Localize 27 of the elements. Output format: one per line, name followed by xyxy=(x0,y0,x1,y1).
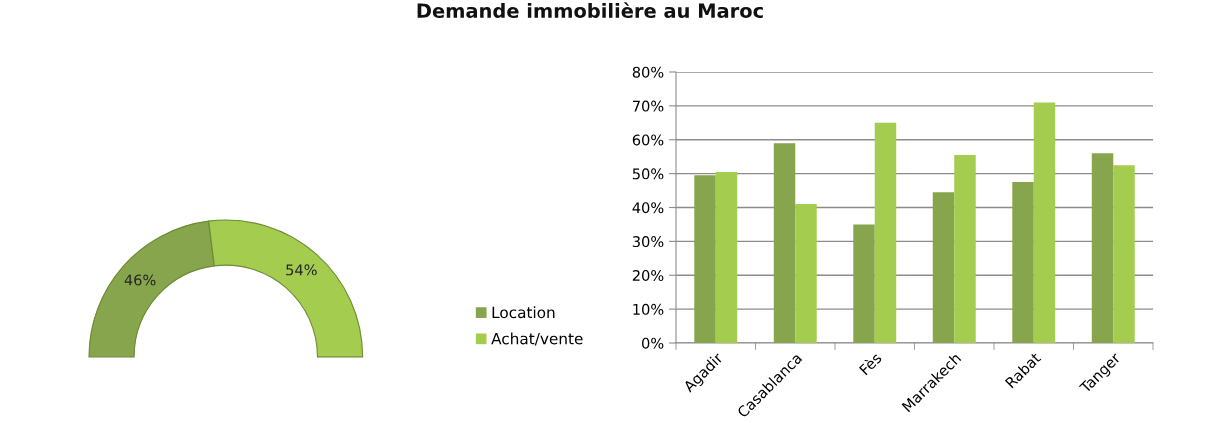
y-tick-label: 10% xyxy=(633,303,664,315)
bar xyxy=(1033,102,1056,343)
legend-label: Achat/vente xyxy=(491,332,583,346)
chart-title: Demande immobilière au Maroc xyxy=(417,2,763,19)
bar xyxy=(874,122,897,343)
y-tick-label: 60% xyxy=(632,134,664,146)
legend-label: Location xyxy=(492,306,555,319)
y-tick-label: 20% xyxy=(632,269,664,281)
bar xyxy=(773,143,796,343)
y-tick-label: 0% xyxy=(642,337,664,349)
bar xyxy=(932,192,955,343)
data-label: 54% xyxy=(286,264,317,276)
bar xyxy=(1113,165,1135,343)
x-tick-label: Fès xyxy=(858,351,883,376)
y-tick-label: 50% xyxy=(632,168,664,180)
data-label: 46% xyxy=(124,274,156,286)
bar xyxy=(1012,182,1034,343)
bar xyxy=(795,204,817,343)
y-tick-label: 40% xyxy=(632,202,664,214)
bar xyxy=(1091,153,1114,343)
y-tick-label: 30% xyxy=(632,236,664,248)
y-tick-label: 80% xyxy=(632,66,664,78)
bar xyxy=(853,224,875,343)
bar xyxy=(694,175,716,343)
bar xyxy=(954,154,976,343)
y-tick-label: 70% xyxy=(632,100,664,112)
bar xyxy=(715,171,738,343)
